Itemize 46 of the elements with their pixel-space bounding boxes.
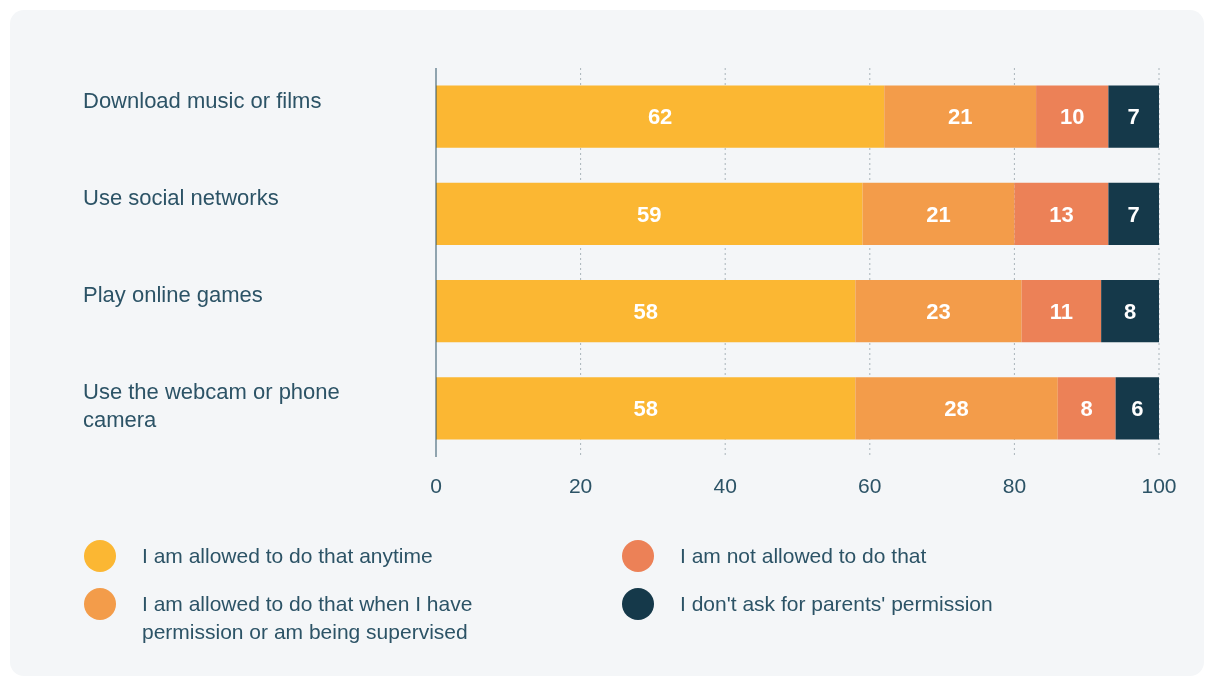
data-label: 8 (1123, 298, 1137, 324)
data-label: 58 (633, 298, 658, 324)
data-label: 21 (947, 104, 973, 130)
data-label: 8 (1080, 396, 1093, 422)
bar (855, 280, 1022, 343)
data-label: 11 (1049, 298, 1074, 324)
bar (436, 182, 863, 245)
legend-label: I am allowed to do that anytime (142, 544, 433, 568)
y-tick-label: Download music or films (83, 87, 322, 113)
bar (436, 377, 856, 440)
data-label: 21 (926, 201, 951, 227)
x-tick-label: 40 (713, 474, 737, 497)
bar (862, 182, 1015, 245)
data-label: 23 (926, 298, 951, 324)
data-label: 58 (633, 396, 658, 422)
y-tick-label: Use social networks (83, 184, 279, 210)
bar (1115, 377, 1159, 440)
bar (855, 377, 1058, 440)
data-label: 28 (944, 396, 969, 422)
bar (1108, 85, 1159, 148)
x-tick-label: 80 (1002, 474, 1027, 497)
x-tick-label: 0 (430, 474, 442, 497)
bar (436, 85, 885, 148)
bar (1057, 377, 1116, 440)
bar (1101, 280, 1159, 343)
data-label: 13 (1049, 201, 1074, 227)
bar (1021, 280, 1102, 343)
y-tick-label: Play online games (83, 282, 263, 308)
x-tick-label: 100 (1141, 474, 1177, 497)
bar (884, 85, 1037, 148)
legend-label: I am allowed to do that when I have permission or am being supervised (142, 592, 473, 644)
data-label: 62 (647, 104, 673, 130)
bar (1014, 182, 1109, 245)
x-tick-label: 60 (858, 474, 882, 497)
data-label: 6 (1131, 396, 1144, 422)
data-label: 59 (637, 201, 662, 227)
legend-label: I don't ask for parents' permission (680, 592, 993, 616)
bar (1108, 182, 1159, 245)
legend-label: I am not allowed to do that (680, 544, 927, 568)
bar (1036, 85, 1109, 148)
data-label: 10 (1060, 104, 1085, 130)
x-tick-label: 20 (568, 474, 593, 497)
data-label: 7 (1127, 201, 1140, 227)
y-tick-label: Use the webcam or phone camera (83, 379, 340, 433)
data-label: 7 (1127, 104, 1140, 130)
bar (436, 280, 856, 343)
